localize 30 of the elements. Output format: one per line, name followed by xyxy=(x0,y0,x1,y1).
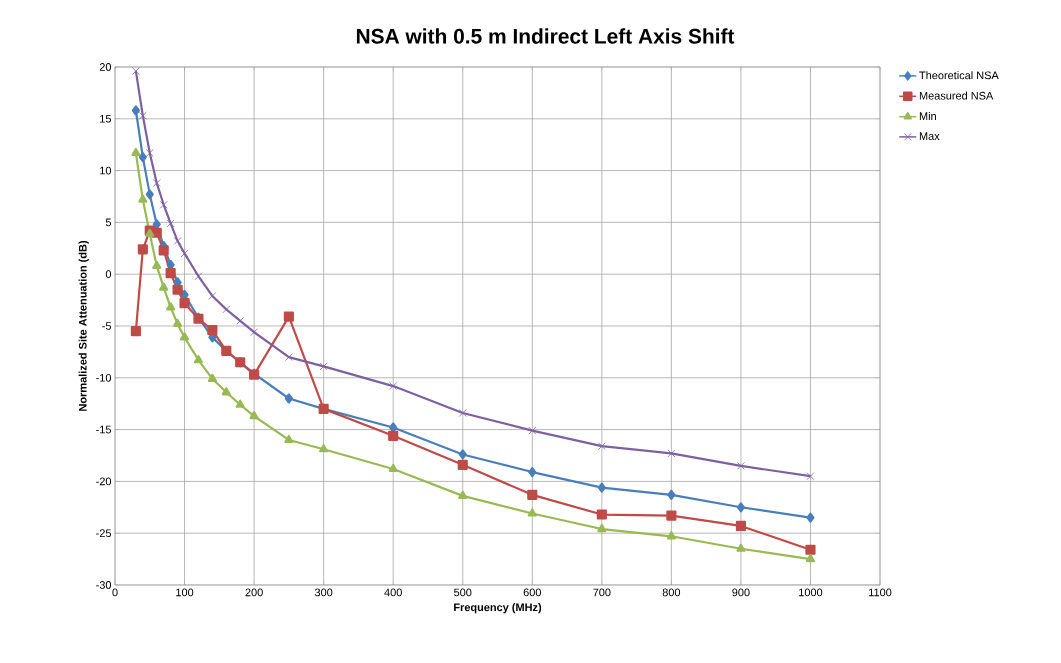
y-axis-title: Normalized Site Attenuation (dB) xyxy=(78,240,89,411)
y-tick-label: -15 xyxy=(96,425,112,434)
x-tick-label: 300 xyxy=(314,588,333,597)
x-tick-label: 400 xyxy=(384,588,402,597)
y-tick-label: 10 xyxy=(100,166,112,175)
y-tick-label: 0 xyxy=(105,270,112,279)
legend-label: Measured NSA xyxy=(919,91,994,100)
x-tick-label: 800 xyxy=(662,588,681,597)
x-tick-label: 700 xyxy=(593,588,611,597)
y-tick-label: -5 xyxy=(102,322,112,330)
y-tick-label: -25 xyxy=(96,529,112,538)
chart-title: NSA with 0.5 m Indirect Left Axis Shift xyxy=(356,28,735,44)
legend-label: Max xyxy=(919,132,940,141)
y-tick-label: -30 xyxy=(96,581,112,589)
y-tick-label: -10 xyxy=(96,373,112,382)
x-tick-label: 100 xyxy=(176,588,194,597)
x-tick-label: 1100 xyxy=(869,588,892,597)
legend-label: Theoretical NSA xyxy=(919,71,999,80)
x-tick-label: 900 xyxy=(732,588,750,597)
y-tick-label: 5 xyxy=(105,218,112,227)
x-tick-label: 600 xyxy=(523,588,541,597)
x-tick-label: 0 xyxy=(112,588,118,597)
y-tick-label: 20 xyxy=(99,63,112,71)
x-tick-label: 500 xyxy=(454,588,472,597)
y-tick-label: 15 xyxy=(100,114,112,123)
legend-label: Min xyxy=(919,111,936,120)
x-tick-label: 200 xyxy=(245,588,263,597)
x-axis-title: Frequency (MHz) xyxy=(454,603,542,614)
x-tick-label: 1000 xyxy=(799,588,823,597)
y-tick-label: -20 xyxy=(96,477,112,486)
